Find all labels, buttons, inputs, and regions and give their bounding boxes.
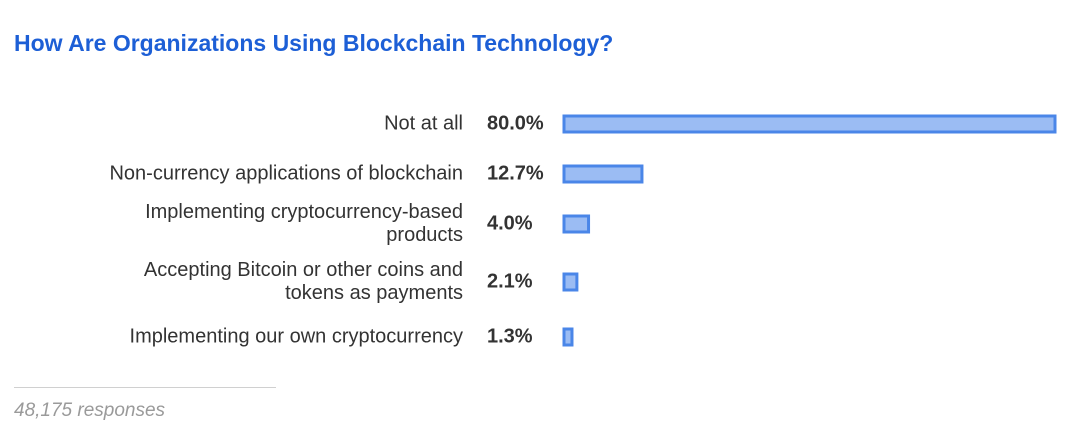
bar-chart: Not at all 80.0% Non-currency applications… <box>109 112 1057 347</box>
value-label: 1.3% <box>487 325 533 347</box>
category-label: Implementing cryptocurrency-based <box>145 201 463 223</box>
bar <box>562 214 591 234</box>
chart-title: How Are Organizations Using Blockchain T… <box>14 30 614 56</box>
category-label: tokens as payments <box>285 282 463 304</box>
category-label: products <box>386 224 463 246</box>
bar <box>562 327 574 347</box>
category-label: Implementing our own cryptocurrency <box>130 325 463 347</box>
bar <box>562 164 644 184</box>
value-label: 12.7% <box>487 162 544 184</box>
footer-divider <box>14 387 276 388</box>
bar <box>562 114 1057 134</box>
value-label: 2.1% <box>487 270 533 292</box>
value-label: 4.0% <box>487 212 533 234</box>
category-label: Non-currency applications of blockchain <box>109 162 463 184</box>
response-count: 48,175 responses <box>14 400 166 421</box>
category-label: Accepting Bitcoin or other coins and <box>144 259 463 281</box>
category-label: Not at all <box>384 112 463 134</box>
value-label: 80.0% <box>487 112 544 134</box>
bar <box>562 272 579 292</box>
